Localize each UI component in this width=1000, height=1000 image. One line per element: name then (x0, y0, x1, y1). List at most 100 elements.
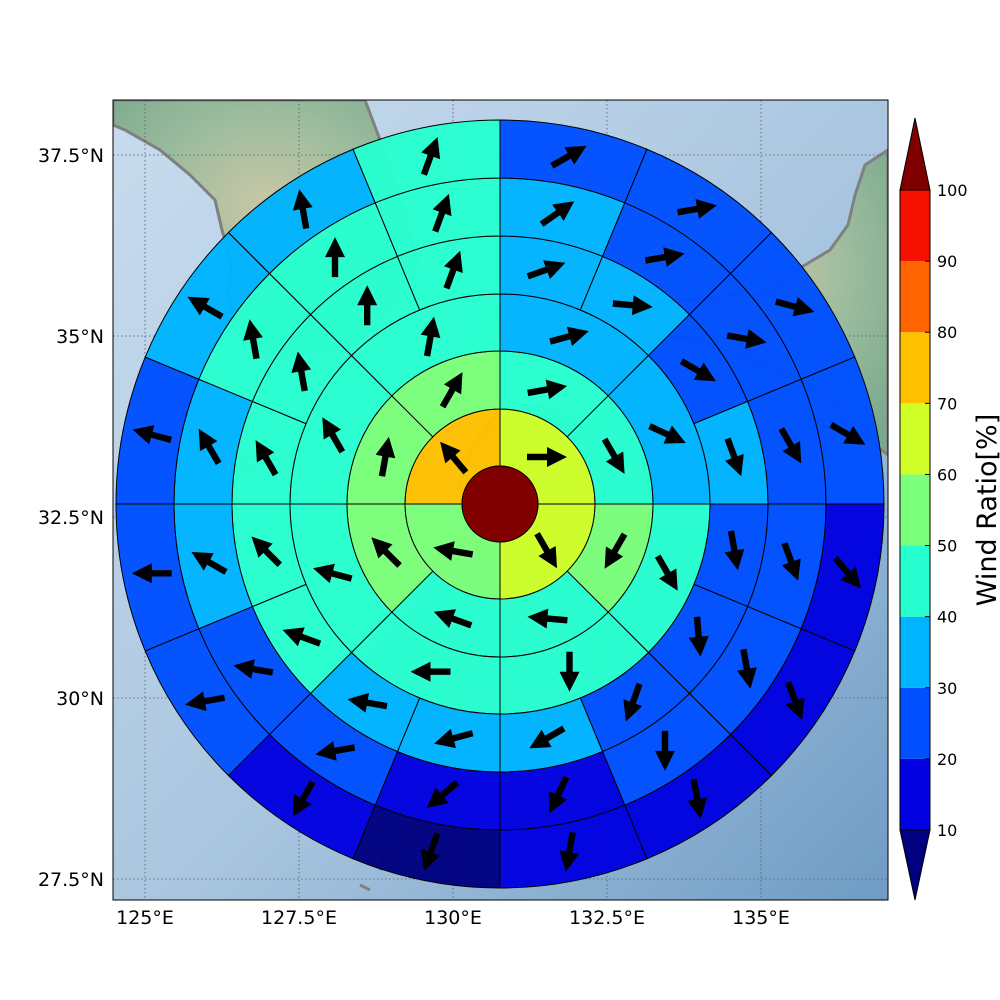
colorbar-tick-label: 50 (937, 537, 957, 556)
wind-arrow (601, 437, 625, 474)
lon-tick-label: 130°E (424, 907, 482, 929)
lat-tick-label: 30°N (56, 688, 104, 710)
wind-arrow (315, 741, 356, 761)
lon-tick-label: 127.5°E (261, 907, 337, 929)
wind-arrow (357, 285, 378, 326)
wind-arrow (325, 237, 345, 278)
wind-arrow (654, 554, 678, 591)
colorbar: 10 20 30 40 50 60 70 80 90 100 Wind Ratio[%] (899, 117, 1000, 901)
wind-arrow (724, 530, 745, 571)
center-core (461, 465, 539, 543)
colorbar-over-extension (899, 117, 931, 191)
colorbar-tick-label: 70 (937, 394, 957, 413)
wind-arrow (550, 145, 587, 169)
wind-arrow (292, 189, 313, 230)
wind-arrow (131, 563, 172, 584)
wind-arrow (548, 775, 570, 814)
wind-arrow (549, 326, 589, 346)
wind-arrow (737, 648, 757, 689)
colorbar-tick-label: 60 (937, 465, 957, 484)
colorbar-tick-label: 40 (937, 608, 957, 627)
wind-arrow (185, 691, 226, 712)
wind-arrow (426, 780, 460, 809)
wind-arrow (623, 682, 643, 722)
lon-tick-label: 135°E (732, 907, 790, 929)
wind-arrow (375, 436, 396, 477)
wind-arrow (648, 423, 686, 444)
lat-tick-label: 27.5°N (38, 869, 104, 891)
wind-arrow (677, 199, 717, 219)
wind-arrow (443, 250, 463, 290)
colorbar-tick-label: 80 (937, 323, 957, 342)
wind-arrow (432, 193, 452, 233)
wind-arrow (439, 372, 463, 409)
wind-arrow (132, 425, 172, 445)
wind-arrow (775, 297, 815, 317)
wind-arrow (251, 536, 282, 567)
wind-arrow (282, 627, 322, 647)
wind-arrow (433, 609, 473, 629)
wind-arrow (832, 555, 861, 589)
map-border (112, 99, 889, 901)
wind-arrow (255, 440, 279, 477)
wind-arrow (191, 551, 228, 575)
wind-arrow (527, 447, 567, 467)
wind-arrow (291, 351, 312, 392)
wind-arrow (322, 417, 346, 454)
wind-arrow (679, 358, 716, 382)
wind-arrow (527, 608, 568, 629)
colorbar-bin (900, 261, 930, 333)
colorbar-tick-label: 30 (937, 679, 957, 698)
wind-arrow (529, 725, 566, 749)
wind-arrow (371, 537, 402, 568)
wind-arrow (440, 441, 469, 475)
wind-arrow (198, 428, 222, 465)
wind-arrow (724, 437, 744, 477)
colorbar-bin (900, 616, 930, 688)
colorbar-under-extension (899, 829, 931, 901)
lon-tick-label: 132.5°E (569, 907, 645, 929)
colorbar-bin (900, 332, 930, 404)
colorbar-tick-label: 10 (937, 821, 957, 840)
colorbar-bin (900, 403, 930, 475)
wind-arrow (687, 778, 708, 819)
wind-arrow (187, 296, 224, 320)
wind-arrow (534, 532, 557, 569)
wind-arrow (644, 247, 685, 267)
colorbar-bin (900, 758, 930, 830)
colorbar-frame (899, 189, 931, 831)
wind-arrow (539, 201, 575, 227)
colorbar-bin (900, 474, 930, 546)
polar-sector-plot (115, 119, 885, 889)
wind-arrow (612, 295, 653, 316)
wind-arrow (433, 541, 474, 561)
colorbar-bin (900, 545, 930, 617)
wind-arrow (526, 260, 566, 280)
map-frame (113, 100, 888, 900)
wind-arrow (778, 427, 802, 464)
colorbar-tick-label: 20 (937, 750, 957, 769)
wind-arrow (292, 780, 316, 817)
colorbar-bin (900, 687, 930, 759)
wind-arrow (313, 563, 353, 584)
wind-arrow (410, 661, 451, 682)
lat-tick-label: 32.5°N (38, 507, 104, 529)
wind-arrow (421, 832, 441, 871)
wind-arrow (527, 379, 568, 400)
wind-arrow (829, 422, 866, 445)
lon-tick-label: 125°E (116, 907, 174, 929)
wind-arrow (559, 651, 580, 692)
wind-arrow (726, 329, 767, 349)
wind-arrow (233, 659, 274, 679)
colorbar-tick-label: 100 (937, 181, 968, 200)
wind-arrow (420, 137, 441, 176)
colorbar-label: Wind Ratio[%] (972, 414, 1000, 606)
colorbar-bin (900, 190, 930, 262)
wind-arrow (604, 532, 628, 569)
wind-arrow (785, 681, 805, 720)
wind-arrow (559, 831, 580, 872)
lat-tick-label: 35°N (56, 326, 104, 348)
axis-tick-labels: 125°E 127.5°E 130°E 132.5°E 135°E 37.5°N 35°N 3… (38, 145, 790, 929)
